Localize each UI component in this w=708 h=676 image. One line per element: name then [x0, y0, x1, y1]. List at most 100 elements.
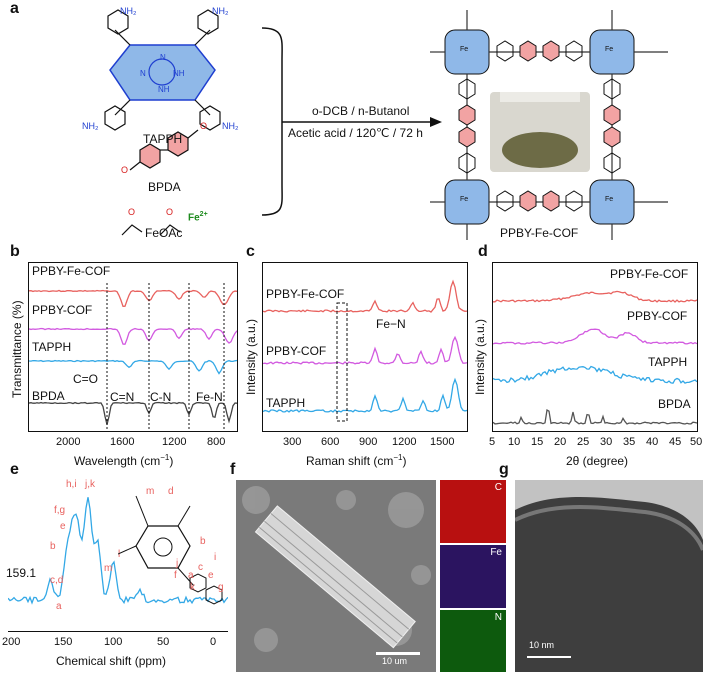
porphyrin-nh-right: NH: [173, 69, 185, 78]
ftir-trace-ppby-cof: [28, 327, 238, 345]
inset-label-f: f: [174, 570, 177, 581]
panel-d-xtick-1: 10: [508, 436, 521, 448]
panel-c-xtick-4: 1500: [430, 436, 455, 448]
panel-d-xtick-5: 30: [600, 436, 613, 448]
inset-label-d: d: [168, 486, 174, 497]
panel-e-xtick-3: 50: [157, 636, 170, 648]
panel-d-series-label-1: PPBY-COF: [627, 309, 688, 323]
fe-ion-charge: 2+: [199, 211, 208, 218]
sem-scale-bar: 10 um: [382, 656, 408, 666]
panel-d-xlabel: 2θ (degree): [566, 454, 629, 468]
eds-map-iron-label: Fe: [490, 547, 502, 558]
inset-label-m: m: [146, 486, 155, 497]
condition-solvent: o-DCB / n-Butanol: [312, 104, 410, 118]
panel-b-xlabel-sup: −1: [160, 453, 170, 462]
pxrd-trace-bpda: [492, 408, 698, 425]
sem-image: 10 um: [236, 480, 436, 672]
inset-label-a: a: [188, 570, 194, 581]
nmr-peak-m: m: [104, 563, 113, 574]
nmr-trace: [7, 497, 229, 605]
condition-catalyst: Acetic acid / 120℃ / 72 h: [288, 126, 423, 140]
nmr-peak-e: e: [60, 521, 66, 532]
panel-d-xtick-3: 20: [554, 436, 567, 448]
panel-label-a: a: [10, 0, 19, 17]
panel-d-series-label-3: BPDA: [658, 397, 691, 411]
panel-d-xtick-2: 15: [531, 436, 544, 448]
panel-d-xtick-4: 25: [577, 436, 590, 448]
panel-c-ylabel: Intensity (a.u.): [244, 318, 258, 395]
panel-d-series-label-2: TAPPH: [648, 355, 688, 369]
panel-e-xtick-2: 100: [104, 636, 123, 648]
panel-c-xlabel-sup: −1: [393, 453, 403, 462]
nmr-peak-hi: h,i: [66, 479, 77, 490]
panel-b-annot-co: C=O: [73, 372, 99, 386]
panel-d-xtick-8: 45: [669, 436, 682, 448]
reactant-bracket: [261, 27, 283, 216]
bpda-o-left: O: [121, 165, 129, 175]
nmr-inset-svg: [117, 495, 223, 605]
nmr-peak-cd: c,d: [50, 575, 64, 586]
nh2-label-3: NH₂: [82, 121, 99, 131]
panel-e-xtick-0: 200: [2, 636, 21, 648]
panel-d-xtick-9: 50: [690, 436, 703, 448]
nmr-peak-fg: f,g: [54, 505, 66, 516]
panel-c-xtick-1: 600: [321, 436, 340, 448]
nmr-peak-a: a: [56, 601, 62, 612]
panel-e-xtick-1: 150: [54, 636, 73, 648]
pxrd-trace-ppby-fe-cof: [493, 290, 698, 303]
panel-b-xtick-2: 1200: [162, 436, 187, 448]
panel-d-xtick-0: 5: [489, 436, 496, 448]
product-label: PPBY-Fe-COF: [500, 226, 579, 240]
inset-label-k: k: [190, 582, 195, 593]
nmr-peak-b: b: [50, 541, 56, 552]
panel-b-plot-frame: [28, 262, 238, 432]
panel-a-scheme: N N NH NH: [0, 0, 708, 243]
porphyrin-n-left: N: [140, 69, 146, 78]
panel-e-xlabel: Chemical shift (ppm): [56, 654, 167, 668]
inset-label-i: i: [214, 552, 217, 563]
panel-d-plot-frame: [492, 262, 698, 432]
panel-b-xtick-3: 800: [207, 436, 226, 448]
panel-b-annot-fen: Fe-N: [196, 390, 223, 404]
raman-trace-tapph: [262, 377, 468, 413]
tem-scale-bar: 10 nm: [529, 640, 555, 650]
fe-center-1: Fe: [460, 46, 469, 53]
ftir-trace-bpda: [28, 401, 238, 425]
panel-b-xtick-0: 2000: [56, 436, 81, 448]
panel-b-ylabel: Transmittance (%): [10, 300, 24, 398]
panel-c-xlabel: Raman shift (cm−1): [306, 453, 406, 468]
eds-map-iron: Fe: [440, 545, 506, 608]
inset-label-e: e: [208, 570, 214, 581]
panel-b-series-label-2: TAPPH: [32, 340, 72, 354]
nmr-peak-l: l: [118, 549, 121, 560]
panel-label-b: b: [10, 243, 20, 260]
feoac-structure: [121, 224, 181, 236]
panel-label-d: d: [478, 243, 488, 260]
nmr-peak-jk: j,k: [85, 479, 95, 490]
panel-label-f: f: [230, 461, 236, 478]
inset-label-g: g: [218, 582, 224, 593]
tem-texture: [515, 480, 703, 672]
raman-trace-ppby-cof: [262, 335, 468, 365]
panel-e-plot-area: [7, 470, 229, 632]
panel-b-xtick-1: 1600: [110, 436, 135, 448]
eds-map-carbon: C: [440, 480, 506, 543]
sem-texture: [236, 480, 436, 672]
eds-map-carbon-label: C: [494, 482, 502, 493]
acetate-o-1: O: [128, 207, 136, 217]
panel-c-annot-fen: Fe−N: [376, 317, 406, 331]
inset-label-c: c: [198, 562, 203, 573]
panel-c-xtick-3: 1200: [392, 436, 417, 448]
panel-c-series-label-0: PPBY-Fe-COF: [266, 287, 345, 301]
nh2-label-1: NH₂: [120, 6, 137, 16]
panel-c-plot-frame: [262, 262, 468, 432]
panel-b-series-label-3: BPDA: [32, 389, 65, 403]
panel-b-series-label-1: PPBY-COF: [32, 303, 93, 317]
porphyrin-n-top: N: [160, 53, 166, 62]
panel-b-xlabel-text: Wavelength (cm: [74, 454, 161, 468]
tem-image: 10 nm: [515, 480, 703, 672]
acetate-o-2: O: [166, 207, 174, 217]
fe-center-3: Fe: [460, 196, 469, 203]
nh2-label-2: NH₂: [212, 6, 229, 16]
pxrd-plot-svg: [492, 290, 698, 425]
